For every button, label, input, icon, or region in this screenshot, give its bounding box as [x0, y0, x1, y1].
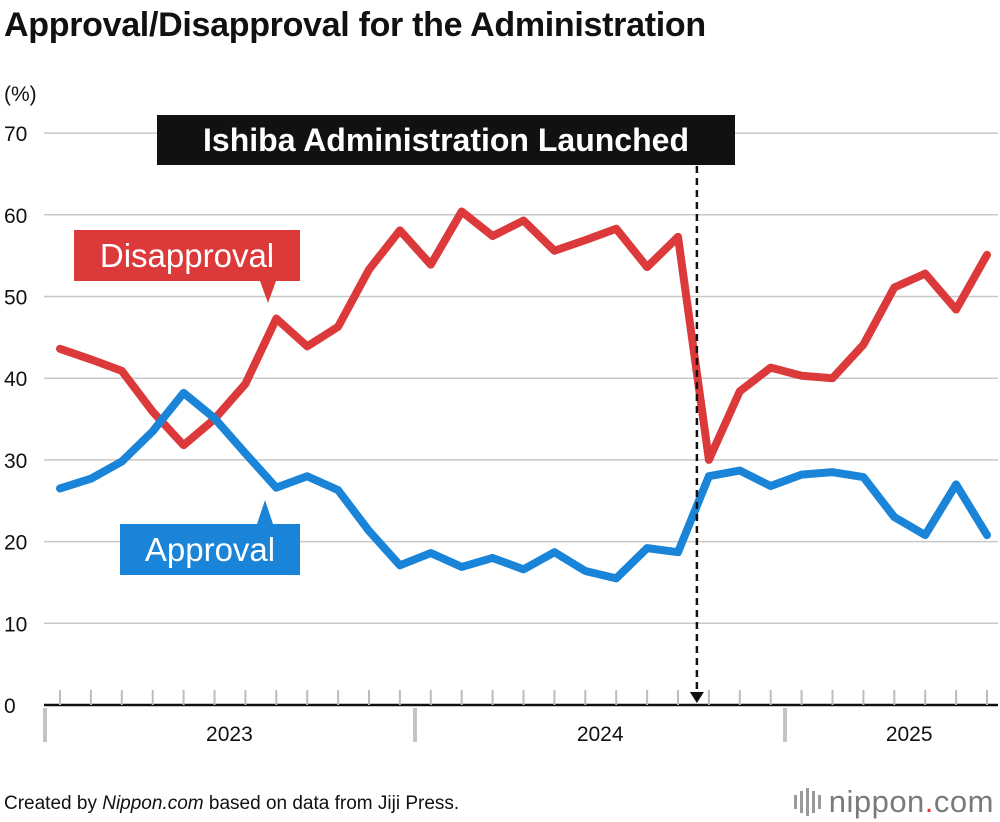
callout-approval-box: [120, 500, 300, 575]
year-separator: [413, 708, 417, 742]
annotation: Ishiba Administration Launched: [157, 115, 735, 703]
year-label: 2024: [577, 723, 624, 746]
y-tick-label: 20: [4, 532, 27, 555]
y-tick-label: 30: [4, 450, 27, 473]
callout-approval-label: Approval: [145, 531, 275, 568]
series-callouts: Disapproval Approval: [74, 230, 300, 575]
year-label: 2025: [886, 723, 933, 746]
callout-disapproval-box: [74, 230, 300, 303]
y-tick-label: 70: [4, 123, 27, 146]
logo-tld: com: [933, 784, 994, 819]
y-tick-label: 60: [4, 205, 27, 228]
y-tick-label: 40: [4, 368, 27, 391]
y-axis-label: (%): [4, 83, 37, 106]
credit-suffix: based on data from Jiji Press.: [203, 793, 460, 814]
callout-disapproval-label: Disapproval: [100, 237, 274, 274]
y-tick-labels: 0 10 20 30 40 50 60 70: [4, 123, 27, 718]
y-tick-label: 0: [4, 695, 16, 718]
annotation-label: Ishiba Administration Launched: [203, 122, 689, 158]
series-lines: [56, 207, 991, 583]
y-tick-label: 50: [4, 287, 27, 310]
logo-dot: .: [924, 784, 934, 819]
nippon-logo[interactable]: nippon. com: [793, 784, 994, 820]
credit-source: Nippon.com: [102, 793, 204, 814]
year-separator: [783, 708, 787, 742]
series-line-approval: [56, 388, 991, 583]
logo-name: nippon: [828, 784, 925, 819]
logo-bars-icon: [793, 788, 821, 816]
y-tick-label: 10: [4, 613, 27, 636]
x-axis: 2023 2024 2025: [43, 690, 998, 746]
annotation-arrow-icon: [689, 692, 704, 703]
source-credit: Created by Nippon.com based on data from…: [4, 793, 459, 815]
credit-prefix: Created by: [4, 793, 103, 814]
chart-title: Approval/Disapproval for the Administrat…: [4, 6, 706, 44]
year-label: 2023: [206, 723, 253, 746]
annotation-box: [157, 115, 735, 165]
year-separator: [43, 708, 47, 742]
